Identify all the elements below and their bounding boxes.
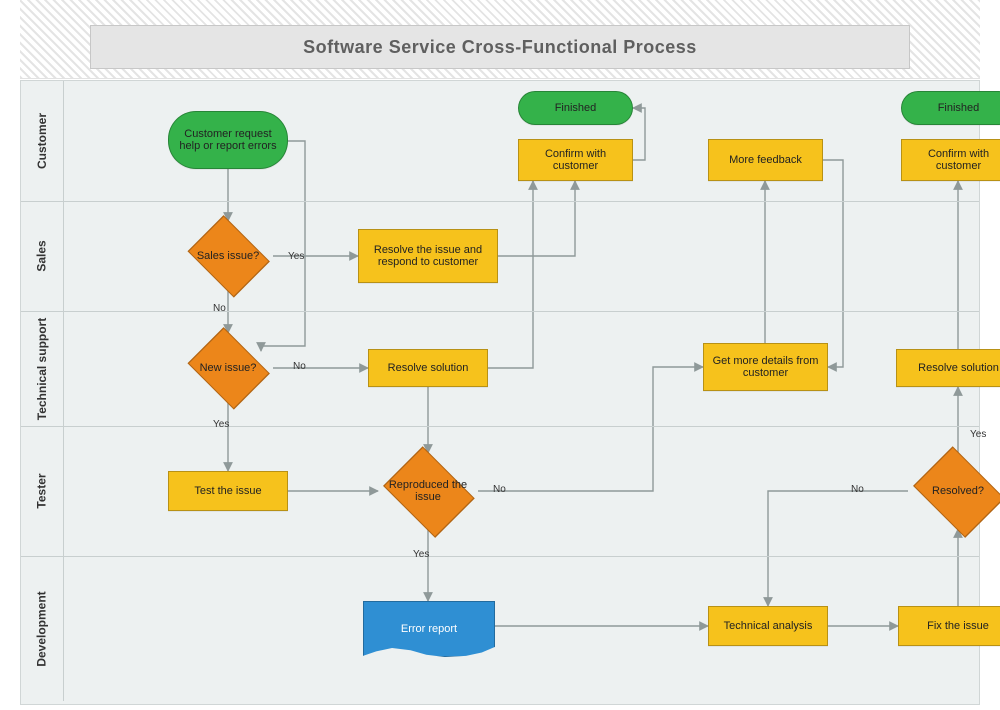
edge — [478, 367, 703, 491]
edges-layer — [21, 81, 979, 704]
node-techanal: Technical analysis — [708, 606, 828, 646]
node-salesissue: Sales issue? — [183, 221, 273, 291]
diagram-root: Software Service Cross-Functional Proces… — [0, 0, 1000, 710]
lane-label-tester: Tester — [21, 426, 64, 556]
edge-label: No — [493, 484, 506, 495]
edge-label: Yes — [413, 549, 429, 560]
edge — [828, 341, 843, 367]
diagram-title-text: Software Service Cross-Functional Proces… — [303, 37, 697, 58]
lane-label-techsupport: Technical support — [21, 311, 64, 426]
edge-label: No — [213, 303, 226, 314]
lane-separator — [21, 201, 979, 202]
node-confirm2: Confirm with customer — [901, 139, 1000, 181]
node-start: Customer request help or report errors — [168, 111, 288, 169]
node-resolve2: Resolve solution — [368, 349, 488, 387]
edge — [768, 491, 908, 606]
lane-separator — [21, 556, 979, 557]
lane-separator — [21, 311, 979, 312]
lane-separator — [21, 426, 979, 427]
lane-label-sales: Sales — [21, 201, 64, 311]
edge-label: Yes — [970, 429, 986, 440]
node-reproduced: Reproduced the issue — [378, 453, 478, 529]
edge-label: Yes — [213, 419, 229, 430]
node-label: New issue? — [183, 333, 273, 403]
node-resolve1: Resolve the issue and respond to custome… — [358, 229, 498, 283]
edge-label: No — [293, 361, 306, 372]
node-label: Sales issue? — [183, 221, 273, 291]
node-resolve3: Resolve solution — [896, 349, 1000, 387]
node-finished2: Finished — [901, 91, 1000, 125]
node-label: Resolved? — [908, 453, 1000, 529]
edge — [823, 160, 843, 341]
node-morefb: More feedback — [708, 139, 823, 181]
diagram-title: Software Service Cross-Functional Proces… — [90, 25, 910, 69]
node-fixissue: Fix the issue — [898, 606, 1000, 646]
edge-label: No — [851, 484, 864, 495]
edge — [633, 108, 645, 160]
lane-label-development: Development — [21, 556, 64, 701]
node-finished1: Finished — [518, 91, 633, 125]
node-label: Reproduced the issue — [378, 453, 478, 529]
edge-label: Yes — [288, 251, 304, 262]
node-testissue: Test the issue — [168, 471, 288, 511]
node-errreport: Error report — [363, 601, 495, 657]
node-confirm1: Confirm with customer — [518, 139, 633, 181]
swimlane-pool: CustomerSalesTechnical supportTesterDeve… — [20, 80, 980, 705]
edge — [498, 181, 575, 256]
edge — [288, 141, 305, 331]
node-resolved: Resolved? — [908, 453, 1000, 529]
lane-label-customer: Customer — [21, 81, 64, 201]
node-getdetails: Get more details from customer — [703, 343, 828, 391]
node-newissue: New issue? — [183, 333, 273, 403]
